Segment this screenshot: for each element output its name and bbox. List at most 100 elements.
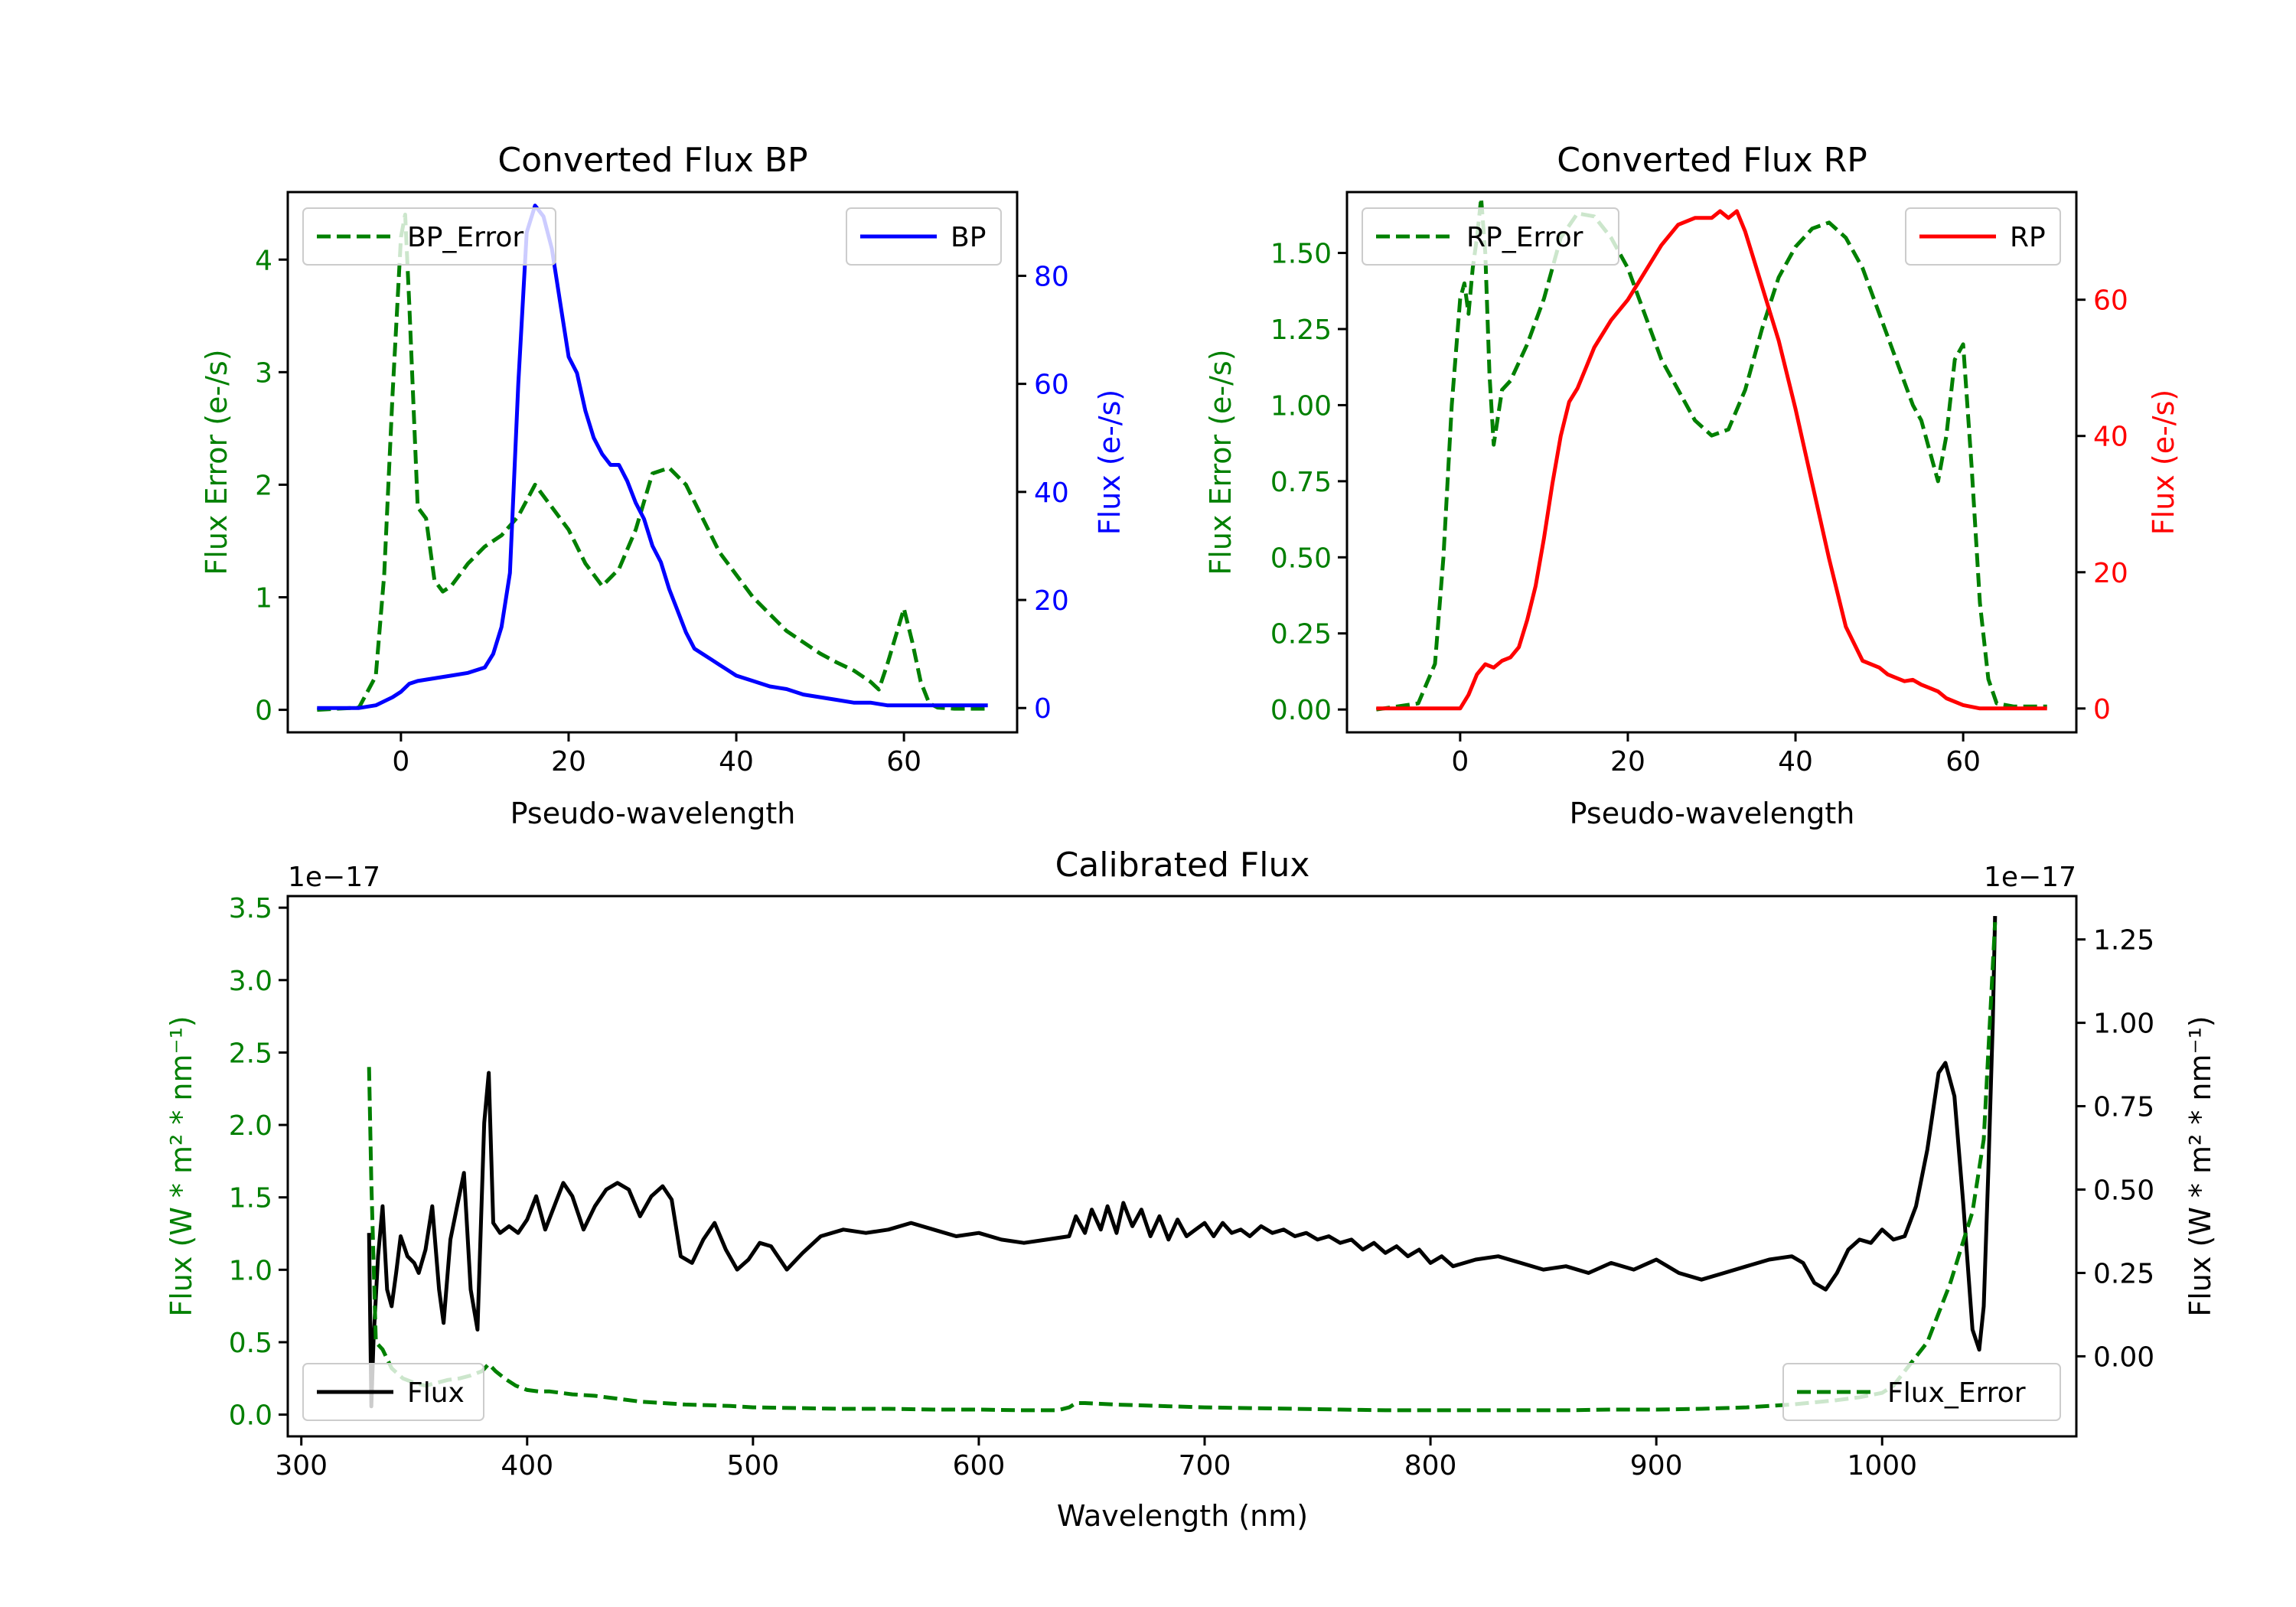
left-y-tick-label: 0.0 [229,1400,272,1432]
bp-legend-right[interactable]: BP [846,207,1002,266]
bp-x-axis: 0 20 40 60 [392,732,921,777]
right-y-tick-label: 1.25 [2093,925,2154,957]
calibrated-panel: Calibrated Flux 1e−17 1e−17 300 400 500 600… [165,846,2217,1533]
legend-box [1782,1363,2061,1421]
left-y-tick-label: 2.0 [229,1110,272,1142]
left-y-tick-label: 0.00 [1270,695,1332,726]
calibrated-right-y-axis-label: Flux (W * m² * nm⁻¹) [2183,1015,2217,1316]
x-tick-label: 900 [1630,1450,1683,1482]
x-tick-label: 700 [1179,1450,1231,1482]
x-tick-label: 20 [1610,746,1645,777]
right-y-tick-label: 80 [1034,261,1069,292]
calibrated-legend-right[interactable]: Flux_Error [1782,1363,2061,1421]
bp-title: Converted Flux BP [497,141,807,180]
right-y-tick-label: 0 [1034,693,1052,725]
series-line-bp [317,204,988,710]
legend-label-flux: Flux [407,1377,465,1409]
bp-right-y-axis: 0 20 40 60 80 [1017,261,1069,725]
left-y-tick-label: 0.50 [1270,543,1332,574]
left-y-tick-label: 0.5 [229,1328,272,1359]
calibrated-x-axis-label: Wavelength (nm) [1057,1499,1308,1533]
calibrated-right-offset: 1e−17 [1984,862,2076,893]
right-y-tick-label: 0.00 [2093,1341,2154,1373]
x-tick-label: 40 [719,746,754,777]
calibrated-left-y-axis-label: Flux (W * m² * nm⁻¹) [165,1015,198,1316]
x-tick-label: 600 [953,1450,1006,1482]
rp-axes-frame [1345,191,2078,734]
rp-panel: Converted Flux RP 0 20 40 60 0.000.250.500.… [1204,141,2180,830]
right-y-tick-label: 0.75 [2093,1092,2154,1123]
left-y-tick-label: 2 [255,470,272,501]
left-y-tick-label: 0 [255,696,272,727]
calibrated-x-axis: 300 400 500 600 700 800 900 1000 [275,1436,1917,1482]
series-line-rp [1376,209,2047,711]
calibrated-title: Calibrated Flux [1055,846,1310,885]
rp-left-y-axis: 0.00 0.25 0.50 0.75 1.00 1.25 1.50 [1270,239,1347,726]
x-tick-label: 500 [726,1450,779,1482]
bp-plot-area [317,204,988,712]
legend-label-rp: RP [2010,222,2046,253]
bp-panel: Converted Flux BP 0 20 40 60 0 1 2 3 4 0 20 40 60 8… [200,141,1127,830]
calibrated-legend-left[interactable]: Flux [302,1363,484,1421]
left-y-tick-label: 1 [255,583,272,614]
series-line-bp-error [317,212,988,712]
right-y-tick-label: 40 [2093,422,2128,453]
rp-legend-right[interactable]: RP [1905,207,2061,266]
legend-box [1362,207,1619,266]
x-tick-label: 400 [501,1450,553,1482]
rp-right-y-axis: 0 20 40 60 [2076,285,2128,725]
right-y-tick-label: 0.50 [2093,1175,2154,1207]
bp-x-axis-label: Pseudo-wavelength [510,797,796,830]
right-y-tick-label: 0.25 [2093,1258,2154,1289]
right-y-tick-label: 20 [2093,558,2128,589]
x-tick-label: 40 [1778,746,1813,777]
series-line-flux [367,916,1998,1409]
left-y-tick-label: 2.5 [229,1038,272,1069]
right-y-tick-label: 0 [2093,694,2111,725]
calibrated-left-y-axis: 0.0 0.5 1.0 1.5 2.0 2.5 3.0 3.5 [229,893,288,1432]
legend-label-flux-error: Flux_Error [1887,1377,2026,1409]
x-tick-label: 300 [275,1450,328,1482]
x-tick-label: 20 [551,746,586,777]
left-y-tick-label: 1.5 [229,1183,272,1214]
left-y-tick-label: 3.5 [229,893,272,924]
legend-label-bp: BP [951,222,986,253]
bp-left-y-axis-label: Flux Error (e-/s) [200,349,233,575]
legend-box [302,207,556,266]
x-tick-label: 0 [1451,746,1469,777]
rp-right-y-axis-label: Flux (e-/s) [2147,390,2180,535]
left-y-tick-label: 0.25 [1270,619,1332,650]
right-y-tick-label: 1.00 [2093,1009,2154,1040]
rp-x-axis: 0 20 40 60 [1451,732,1981,777]
bp-legend-left[interactable]: BP_Error [302,207,556,266]
rp-left-y-axis-label: Flux Error (e-/s) [1204,349,1238,575]
x-tick-label: 60 [886,746,921,777]
left-y-tick-label: 0.75 [1270,467,1332,498]
left-y-tick-label: 4 [255,245,272,276]
rp-legend-left[interactable]: RP_Error [1362,207,1619,266]
calibrated-axes-frame [286,895,2078,1438]
left-y-tick-label: 3 [255,357,272,389]
left-y-tick-label: 1.50 [1270,239,1332,270]
x-tick-label: 60 [1945,746,1981,777]
right-y-tick-label: 20 [1034,585,1069,617]
left-y-tick-label: 3.0 [229,966,272,997]
calibrated-right-y-axis: 0.00 0.25 0.50 0.75 1.00 1.25 [2076,925,2154,1373]
left-y-tick-label: 1.25 [1270,315,1332,346]
bp-left-y-axis: 0 1 2 3 4 [255,245,288,727]
rp-x-axis-label: Pseudo-wavelength [1570,797,1855,830]
x-tick-label: 0 [392,746,409,777]
legend-label-rp-error: RP_Error [1466,222,1583,253]
left-y-tick-label: 1.00 [1270,390,1332,422]
left-y-tick-label: 1.0 [229,1255,272,1286]
right-y-tick-label: 60 [2093,285,2128,317]
legend-label-bp-error: BP_Error [407,222,523,253]
right-y-tick-label: 60 [1034,370,1069,401]
x-tick-label: 800 [1404,1450,1457,1482]
calibrated-left-offset: 1e−17 [288,862,380,893]
rp-title: Converted Flux RP [1557,141,1867,180]
bp-right-y-axis-label: Flux (e-/s) [1093,390,1127,535]
bp-axes-frame [286,191,1019,734]
x-tick-label: 1000 [1847,1450,1917,1482]
